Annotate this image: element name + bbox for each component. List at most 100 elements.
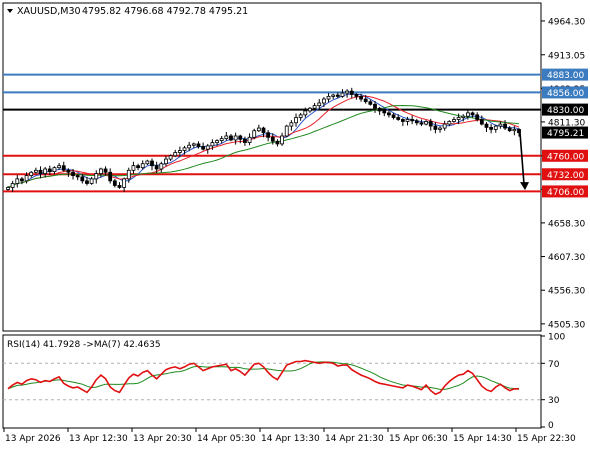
candle-body <box>438 127 442 130</box>
candle-body <box>470 112 475 116</box>
candle-body <box>224 135 229 140</box>
candle-body <box>145 160 150 165</box>
candle-body <box>29 171 34 176</box>
candle-body <box>489 127 494 130</box>
candle-body <box>289 122 294 127</box>
candle-body <box>359 95 363 100</box>
candle-body <box>363 98 368 103</box>
candle-body <box>317 102 322 107</box>
time-tick-label: 14 Apr 13:30 <box>261 434 320 444</box>
level-tag <box>542 86 588 99</box>
level-tag <box>542 185 588 198</box>
candle-body <box>154 165 159 170</box>
dropdown-triangle-icon[interactable] <box>7 9 13 13</box>
candle-body <box>43 168 48 174</box>
candle-body <box>368 101 373 105</box>
candle-body <box>484 123 489 128</box>
current-price-label: 4795.21 <box>547 129 584 139</box>
candle-body <box>493 125 498 130</box>
candle-body <box>187 144 192 149</box>
candle-body <box>159 163 164 170</box>
candle-body <box>10 183 15 188</box>
time-axis: 13 Apr 2026 13 Apr 12:30 13 Apr 20:30 14 Ap… <box>3 428 576 444</box>
rsi-tick-label: 30 <box>548 396 560 406</box>
level-tag-label: 4830.00 <box>547 106 584 116</box>
arrow-down-icon <box>520 182 529 191</box>
price-panel[interactable] <box>2 2 542 332</box>
candle-body <box>112 180 117 186</box>
candle-body <box>131 165 136 171</box>
rsi-series <box>3 359 541 401</box>
candle-body <box>387 112 391 116</box>
forecast-arrow <box>519 132 529 191</box>
candle-body <box>182 147 187 151</box>
candle-body <box>168 155 173 160</box>
ohlc-values: 4795.82 4796.68 4792.78 4795.21 <box>82 6 248 17</box>
candle-body <box>219 138 224 142</box>
candle-body <box>136 165 140 169</box>
rsi-label: RSI(14) 41.7928 ->MA(7) 42.4635 <box>7 340 161 350</box>
level-tag-label: 4760.00 <box>547 152 584 162</box>
candle-body <box>382 110 387 114</box>
rsi-tick-label: 70 <box>548 360 560 370</box>
candle-body <box>428 121 433 127</box>
candle-body <box>507 127 512 132</box>
time-tick-label: 13 Apr 2026 <box>5 434 61 444</box>
candle-body <box>498 123 503 127</box>
candle-body <box>303 110 308 116</box>
candle-body <box>75 175 80 178</box>
candle-body <box>321 98 326 104</box>
time-tick-label: 14 Apr 21:30 <box>325 434 384 444</box>
candle-body <box>61 165 66 171</box>
candle-body <box>117 185 122 188</box>
price-tick-label: 4556.30 <box>548 287 585 297</box>
candle-body <box>205 145 210 150</box>
candle-body <box>215 140 219 143</box>
candle-body <box>38 169 43 174</box>
candle-body <box>99 168 103 174</box>
candle-body <box>150 160 154 167</box>
candle-body <box>122 178 127 188</box>
time-tick-label: 13 Apr 20:30 <box>133 434 192 444</box>
price-tick-label: 4607.30 <box>548 253 585 263</box>
candle-body <box>80 176 85 182</box>
symbol-header: XAUUSD,M30 4795.82 4796.68 4792.78 4795.… <box>7 6 248 17</box>
candle-body <box>349 90 354 95</box>
candle-body <box>33 169 38 173</box>
candle-body <box>201 146 206 150</box>
candle-body <box>191 143 196 146</box>
level-tag-label: 4732.00 <box>547 171 584 181</box>
candle-body <box>373 103 377 109</box>
rsi-tick-label: 0 <box>548 421 554 431</box>
candle-body <box>210 142 215 147</box>
rsi-panel[interactable] <box>2 334 542 429</box>
candle-body <box>140 163 145 169</box>
candle-body <box>308 107 312 112</box>
candle-body <box>71 171 75 176</box>
candle-body <box>391 114 396 118</box>
price-tags: 4883.00 4856.00 4830.00 4760.00 4732.00 4706.… <box>542 68 588 198</box>
candle-body <box>452 119 456 122</box>
price-tick-label: 4811.30 <box>548 118 585 128</box>
candle-body <box>164 158 168 165</box>
candle-body <box>94 173 99 180</box>
candle-body <box>243 138 247 143</box>
candle-body <box>479 119 484 125</box>
level-tag <box>542 103 588 116</box>
time-tick-label: 14 Apr 05:30 <box>197 434 256 444</box>
candle-body <box>396 117 401 120</box>
candle-body <box>354 94 359 97</box>
rsi-line <box>7 359 520 396</box>
candle-body <box>414 120 419 124</box>
level-tag <box>542 68 588 81</box>
candle-body <box>24 175 29 182</box>
candle-body <box>275 140 280 145</box>
candle-body <box>424 121 428 125</box>
current-price-tag <box>542 126 588 139</box>
candle-body <box>266 132 271 138</box>
candle-body <box>503 123 507 129</box>
time-tick-label: 13 Apr 12:30 <box>69 434 128 444</box>
candle-body <box>52 167 57 173</box>
candle-body <box>126 169 131 180</box>
